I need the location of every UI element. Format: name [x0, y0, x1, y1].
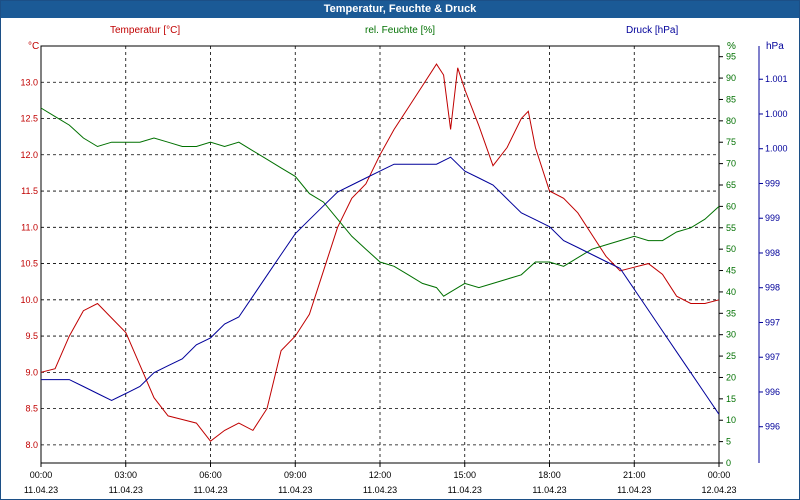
pressure-tick-label: 1.001 [765, 74, 788, 84]
x-tick-time-label: 15:00 [453, 470, 476, 480]
humidity-tick-label: 50 [726, 244, 736, 254]
humidity-tick-label: 60 [726, 201, 736, 211]
humidity-tick-label: 30 [726, 330, 736, 340]
x-tick-time-label: 18:00 [538, 470, 561, 480]
x-tick-time-label: 00:00 [30, 470, 53, 480]
temperature-tick-label: 11.5 [21, 186, 38, 196]
window-title: Temperatur, Feuchte & Druck [1, 1, 799, 18]
temperature-tick-label: 9.5 [25, 331, 38, 341]
temperature-tick-label: 11.0 [21, 222, 38, 232]
pressure-tick-label: 998 [765, 283, 780, 293]
temperature-tick-label: 12.5 [20, 114, 38, 124]
humidity-tick-label: 95 [726, 52, 736, 62]
pressure-tick-label: 999 [765, 178, 780, 188]
series-line-pressure [41, 156, 720, 415]
pressure-tick-label: 997 [765, 352, 780, 362]
humidity-tick-label: 75 [726, 137, 736, 147]
humidity-tick-label: 35 [726, 308, 736, 318]
plot-area [40, 45, 720, 464]
temperature-tick-label: 10.5 [20, 259, 38, 269]
x-tick-time-label: 03:00 [114, 470, 137, 480]
humidity-tick-label: 15 [726, 394, 736, 404]
x-tick-time-label: 06:00 [199, 470, 222, 480]
series-line-humidity [40, 107, 720, 297]
humidity-tick-label: 80 [726, 116, 736, 126]
x-tick-date-label: 11.04.23 [109, 485, 143, 495]
pressure-tick-label: 996 [765, 387, 780, 397]
pressure-tick-label: 1.000 [765, 144, 788, 154]
humidity-tick-label: 70 [726, 159, 736, 169]
x-tick-time-label: 00:00 [708, 470, 731, 480]
x-tick-date-label: 11.04.23 [278, 485, 312, 495]
humidity-axis-label: rel. Feuchte [%] [365, 25, 436, 36]
humidity-tick-label: 10 [726, 415, 736, 425]
x-tick-date-label: 11.04.23 [24, 485, 58, 495]
humidity-tick-label: 25 [726, 351, 736, 361]
pressure-axis-label: Druck [hPa] [626, 25, 679, 36]
x-tick-date-label: 11.04.23 [532, 485, 566, 495]
temperature-unit-label: °C [28, 41, 40, 52]
humidity-tick-label: 65 [726, 180, 736, 190]
humidity-tick-label: 85 [726, 94, 736, 104]
pressure-unit-label: hPa [766, 41, 784, 52]
pressure-tick-label: 1.000 [765, 109, 788, 119]
temperature-tick-label: 8.0 [25, 440, 38, 450]
pressure-tick-label: 997 [765, 317, 780, 327]
pressure-tick-label: 999 [765, 213, 780, 223]
x-tick-date-label: 11.04.23 [448, 485, 482, 495]
x-tick-date-label: 11.04.23 [363, 485, 397, 495]
x-tick-time-label: 09:00 [284, 470, 307, 480]
humidity-unit-label: % [727, 41, 736, 52]
x-tick-date-label: 11.04.23 [193, 485, 227, 495]
temperature-tick-label: 9.0 [25, 367, 38, 377]
humidity-tick-label: 45 [726, 266, 736, 276]
humidity-tick-label: 20 [726, 372, 736, 382]
temperature-tick-label: 12.0 [20, 150, 38, 160]
x-tick-date-label: 12.04.23 [701, 485, 736, 495]
pressure-tick-label: 996 [765, 422, 780, 432]
x-tick-time-label: 21:00 [623, 470, 646, 480]
temperature-axis-label: Temperatur [°C] [110, 25, 181, 36]
series-line-temperature [40, 63, 720, 442]
humidity-tick-label: 0 [726, 458, 731, 468]
x-tick-date-label: 11.04.23 [617, 485, 651, 495]
humidity-tick-label: 40 [726, 287, 736, 297]
humidity-tick-label: 5 [726, 437, 731, 447]
temperature-tick-label: 8.5 [25, 404, 38, 414]
pressure-tick-label: 998 [765, 248, 780, 258]
humidity-tick-label: 55 [726, 223, 736, 233]
humidity-tick-label: 90 [726, 73, 736, 83]
temperature-tick-label: 13.0 [20, 77, 38, 87]
temperature-tick-label: 10.0 [20, 295, 38, 305]
x-tick-time-label: 12:00 [369, 470, 392, 480]
